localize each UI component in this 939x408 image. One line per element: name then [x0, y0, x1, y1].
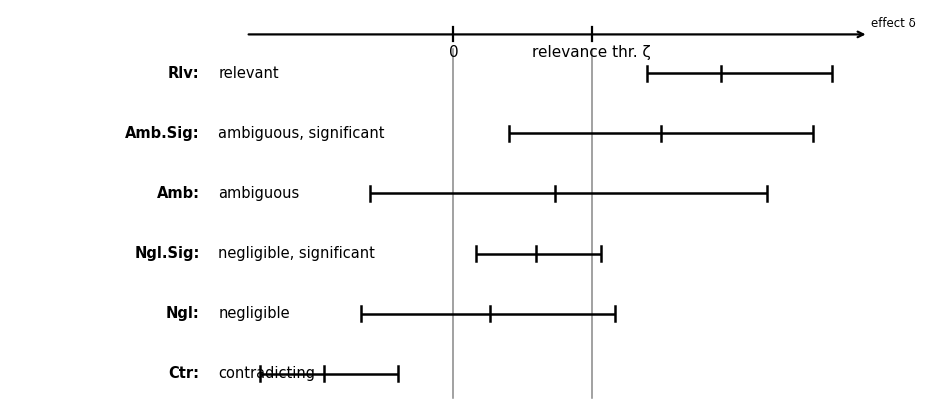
Text: Ctr:: Ctr:: [169, 366, 200, 381]
Text: effect δ: effect δ: [870, 17, 916, 30]
Text: negligible: negligible: [218, 306, 290, 321]
Text: 0: 0: [449, 45, 458, 60]
Text: Amb:: Amb:: [157, 186, 200, 201]
Text: ambiguous, significant: ambiguous, significant: [218, 126, 385, 141]
Text: ambiguous: ambiguous: [218, 186, 300, 201]
Text: Ngl.Sig:: Ngl.Sig:: [134, 246, 200, 261]
Text: relevance thr. ζ: relevance thr. ζ: [532, 45, 651, 60]
Text: Amb.Sig:: Amb.Sig:: [125, 126, 200, 141]
Text: negligible, significant: negligible, significant: [218, 246, 375, 261]
Text: Ngl:: Ngl:: [166, 306, 200, 321]
Text: relevant: relevant: [218, 66, 279, 81]
Text: contradicting: contradicting: [218, 366, 316, 381]
Text: Rlv:: Rlv:: [168, 66, 200, 81]
